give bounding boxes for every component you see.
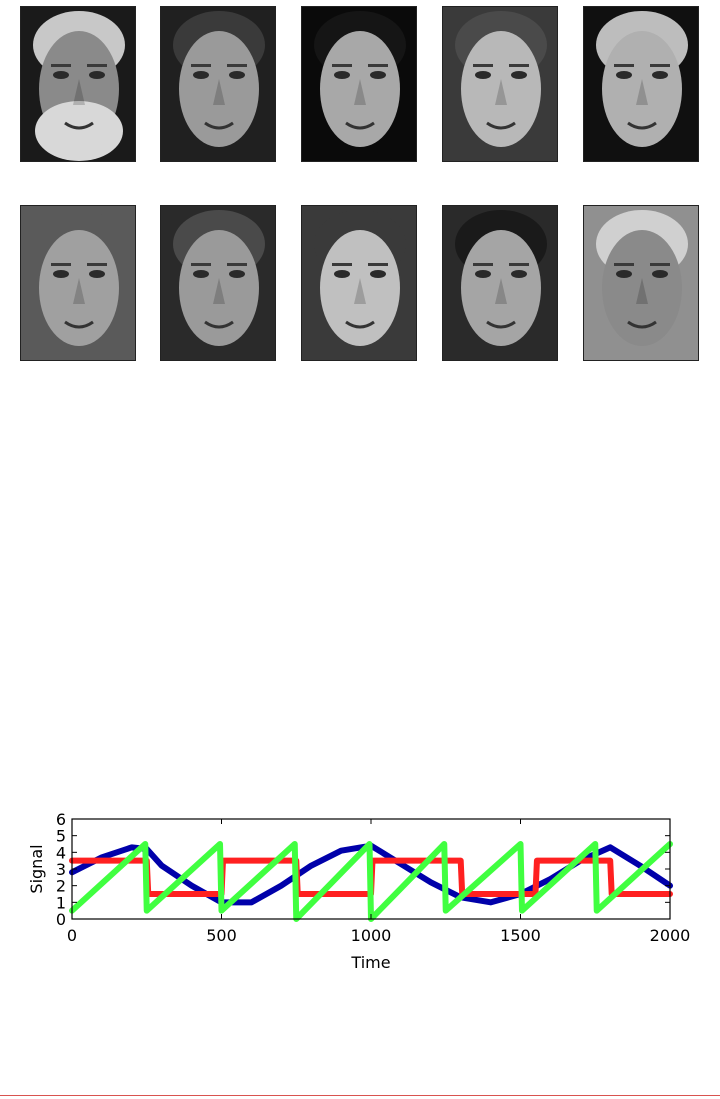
face-bearded-man [20,6,136,162]
y-tick-label: 6 [56,810,66,829]
y-tick-label: 3 [56,860,66,879]
y-axis-label: Signal [27,844,46,893]
y-tick-label: 0 [56,910,66,929]
x-tick-label: 1000 [351,926,392,945]
face-laughing-woman [301,6,417,162]
y-tick-label: 2 [56,877,66,896]
face-elderly-man [583,205,699,361]
x-axis-label: Time [350,953,390,972]
face-young-woman-2 [301,205,417,361]
y-tick-label: 1 [56,893,66,912]
x-tick-label: 500 [206,926,237,945]
face-smiling-young-man [160,6,276,162]
face-grimacing-man [442,205,558,361]
series-line-3 [69,841,673,922]
y-tick-label: 5 [56,827,66,846]
x-tick-label: 1500 [500,926,541,945]
face-gallery [0,0,720,380]
face-young-woman [442,6,558,162]
face-older-man [583,6,699,162]
y-tick-label: 4 [56,843,66,862]
x-tick-label: 0 [67,926,77,945]
face-smiling-woman [160,205,276,361]
page-divider [0,1095,720,1096]
signal-chart: 0 500 1000 1500 2000 0 1 2 3 4 5 6 Time Signal [0,800,720,990]
series-layer [69,841,673,922]
x-tick-label: 2000 [650,926,691,945]
face-woman-glancing [20,205,136,361]
